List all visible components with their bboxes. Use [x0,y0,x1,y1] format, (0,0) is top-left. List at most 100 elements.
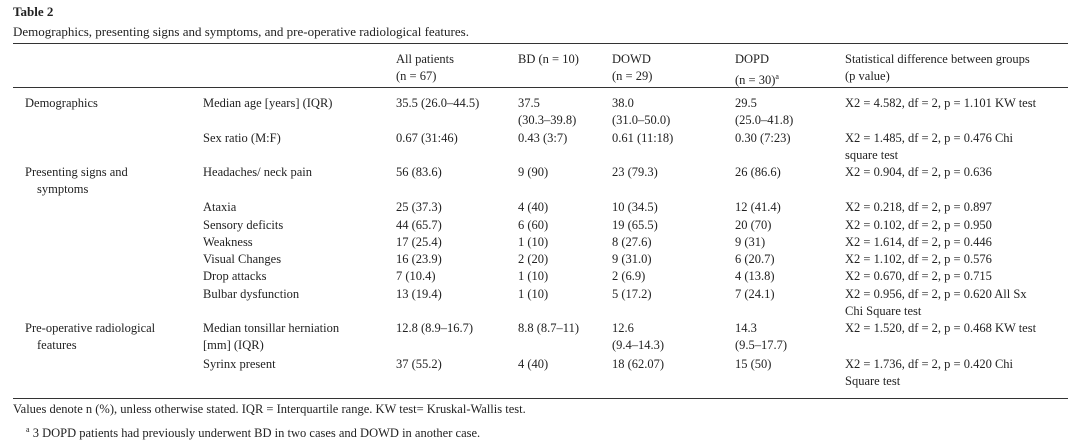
header-text: DOPD [735,52,770,66]
cell: X2 = 0.904, df = 2, p = 0.636 [845,165,992,179]
column-header: DOWD [612,51,651,68]
cell: 17 (25.4) [396,235,442,249]
cell: 37.5 [518,96,540,110]
cell: 4 (40) [518,357,549,371]
cell: 9 (31.0) [612,252,652,266]
header-text: Statistical difference between groups [845,52,1030,66]
cell: 38.0 [612,96,634,110]
header-note: a [775,72,779,81]
header-text: BD (n = 10) [518,52,579,66]
cell: 1 (10) [518,269,549,283]
row-label: Median age [years] (IQR) [203,96,333,110]
cell: 10 (34.5) [612,200,658,214]
cell: 20 (70) [735,218,772,232]
cell: 9 (90) [518,165,549,179]
cell: square test [845,148,899,162]
column-header: (p value) [845,68,890,85]
cell: 37 (55.2) [396,357,442,371]
cell: 23 (79.3) [612,165,658,179]
column-header: DOPD [735,51,769,68]
row-group: Presenting signs and [25,165,128,179]
table-caption: Demographics, presenting signs and sympt… [13,24,469,39]
cell: 5 (17.2) [612,287,652,301]
bottom-rule [13,398,1068,399]
cell: X2 = 1.102, df = 2, p = 0.576 [845,252,992,266]
row-group: features [37,338,77,352]
row-label: Sex ratio (M:F) [203,131,281,145]
top-rule [13,43,1068,44]
cell: X2 = 1.614, df = 2, p = 0.446 [845,235,992,249]
row-label: Ataxia [203,200,237,214]
header-text: All patients [396,52,454,66]
cell: X2 = 1.736, df = 2, p = 0.420 Chi [845,357,1014,371]
cell: 19 (65.5) [612,218,658,232]
header-text: (p value) [845,69,890,83]
header-text: (n = 29) [612,69,653,83]
cell: 0.43 (3:7) [518,131,568,145]
row-label: Visual Changes [203,252,282,266]
row-group: Demographics [25,96,98,110]
cell: 12.6 [612,321,634,335]
cell: 0.61 (11:18) [612,131,674,145]
header-rule [13,87,1068,88]
column-header: (n = 67) [396,68,436,85]
cell: 35.5 (26.0–44.5) [396,96,480,110]
cell: X2 = 4.582, df = 2, p = 1.101 KW test [845,96,1037,110]
cell: 29.5 [735,96,757,110]
cell: Chi Square test [845,304,922,318]
cell: 2 (20) [518,252,549,266]
cell: (30.3–39.8) [518,113,577,127]
row-label: [mm] (IQR) [203,338,264,352]
cell: 14.3 [735,321,757,335]
column-header: All patients [396,51,454,68]
cell: 25 (37.3) [396,200,442,214]
cell: 8.8 (8.7–11) [518,321,579,335]
cell: (9.5–17.7) [735,338,788,352]
cell: (25.0–41.8) [735,113,794,127]
cell: 15 (50) [735,357,772,371]
cell: 26 (86.6) [735,165,781,179]
cell: X2 = 0.218, df = 2, p = 0.897 [845,200,992,214]
cell: 44 (65.7) [396,218,442,232]
cell: X2 = 1.520, df = 2, p = 0.468 KW test [845,321,1037,335]
cell: 1 (10) [518,287,549,301]
cell: (31.0–50.0) [612,113,671,127]
footnote-mark: a [26,425,30,434]
footnote: a 3 DOPD patients had previously underwe… [26,421,480,440]
cell: 16 (23.9) [396,252,442,266]
row-label: Median tonsillar herniation [203,321,340,335]
column-header: Statistical difference between groups [845,51,1030,68]
cell: 4 (40) [518,200,549,214]
header-text: DOWD [612,52,651,66]
cell: 1 (10) [518,235,549,249]
column-header: (n = 29) [612,68,652,85]
row-label: Sensory deficits [203,218,284,232]
table-title: Table 2 [13,4,54,19]
column-header: BD (n = 10) [518,51,579,68]
row-label: Headaches/ neck pain [203,165,312,179]
cell: Square test [845,374,901,388]
cell: 13 (19.4) [396,287,442,301]
row-label: Drop attacks [203,269,267,283]
cell: 7 (10.4) [396,269,436,283]
column-header: (n = 30)a [735,68,779,89]
cell: 8 (27.6) [612,235,652,249]
cell: 56 (83.6) [396,165,442,179]
cell: X2 = 1.485, df = 2, p = 0.476 Chi [845,131,1014,145]
cell: X2 = 0.956, df = 2, p = 0.620 All Sx [845,287,1027,301]
row-label: Weakness [203,235,253,249]
footnote-text: 3 DOPD patients had previously underwent… [32,426,481,440]
cell: 12 (41.4) [735,200,781,214]
row-group: Pre-operative radiological [25,321,156,335]
header-text: (n = 67) [396,69,437,83]
cell: 6 (60) [518,218,549,232]
cell: X2 = 0.102, df = 2, p = 0.950 [845,218,992,232]
row-label: Syrinx present [203,357,276,371]
row-group: symptoms [37,182,89,196]
cell: 0.67 (31:46) [396,131,458,145]
cell: 12.8 (8.9–16.7) [396,321,474,335]
cell: 9 (31) [735,235,766,249]
cell: 2 (6.9) [612,269,646,283]
cell: 0.30 (7:23) [735,131,791,145]
